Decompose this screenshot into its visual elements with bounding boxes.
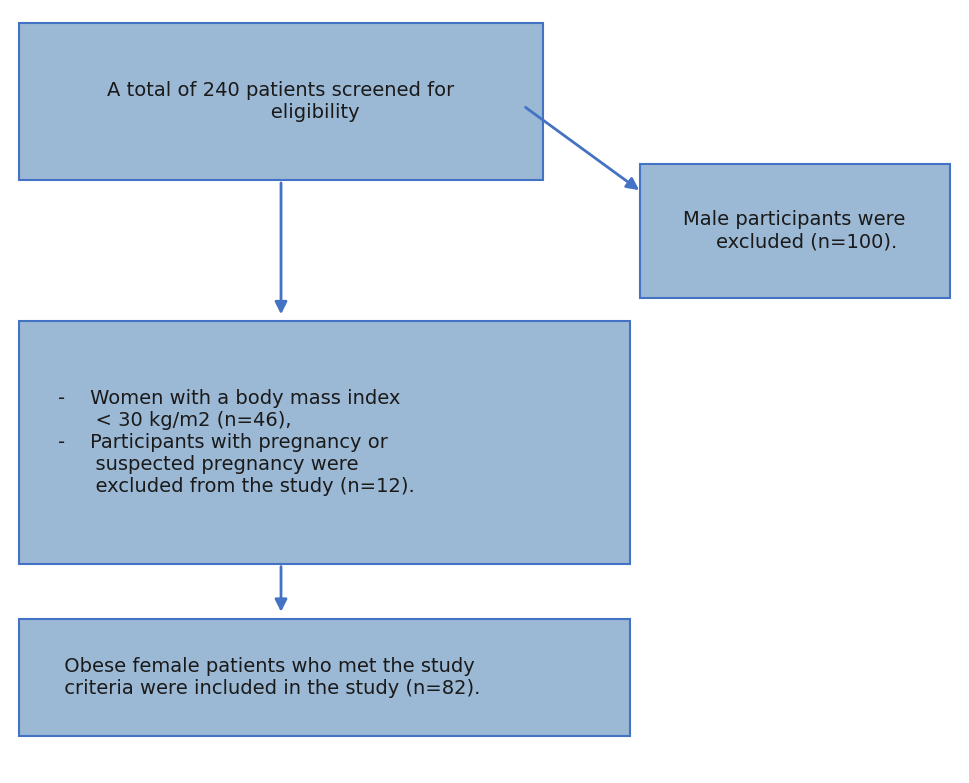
FancyBboxPatch shape bbox=[19, 321, 630, 564]
Text: A total of 240 patients screened for
           eligibility: A total of 240 patients screened for eli… bbox=[108, 81, 454, 122]
FancyBboxPatch shape bbox=[640, 164, 950, 298]
Text: Obese female patients who met the study
 criteria were included in the study (n=: Obese female patients who met the study … bbox=[58, 657, 481, 698]
FancyBboxPatch shape bbox=[19, 23, 543, 180]
Text: -    Women with a body mass index
      < 30 kg/m2 (n=46),
-    Participants wit: - Women with a body mass index < 30 kg/m… bbox=[58, 389, 415, 496]
FancyBboxPatch shape bbox=[19, 619, 630, 736]
Text: Male participants were
    excluded (n=100).: Male participants were excluded (n=100). bbox=[683, 211, 906, 251]
